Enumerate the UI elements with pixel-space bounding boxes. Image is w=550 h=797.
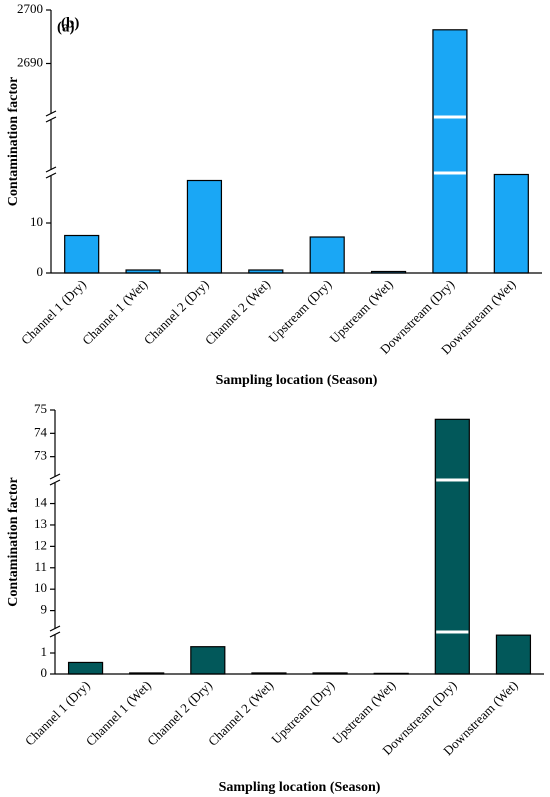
axis-break-gap <box>47 170 55 176</box>
axis-break <box>45 116 57 123</box>
x-tick-label: Channel 2 (Wet) <box>205 678 276 749</box>
bar <box>190 646 226 675</box>
y-tick-label: 74 <box>34 424 48 439</box>
bar <box>432 29 468 274</box>
x-axis-label: Sampling location (Season) <box>219 780 381 795</box>
axis-break <box>49 631 61 638</box>
bar <box>64 234 100 274</box>
y-axis-label: Contamination factor <box>6 77 21 207</box>
bar <box>434 418 470 675</box>
y-tick-label: 10 <box>34 580 47 595</box>
bar <box>186 179 223 274</box>
x-tick-label: Upstream (Wet) <box>329 678 398 747</box>
panel-label: (a) <box>57 19 75 35</box>
x-tick-label: Upstream (Wet) <box>326 277 395 346</box>
y-tick-label: 9 <box>41 602 48 617</box>
y-axis-label: Contamination factor <box>6 477 21 607</box>
y-tick-label: 0 <box>37 264 44 279</box>
axis-break <box>49 479 61 486</box>
x-tick-label: Upstream (Dry) <box>268 678 337 747</box>
panel-label: (b) <box>61 15 79 31</box>
y-tick-label: 10 <box>30 214 43 229</box>
y-tick-label: 75 <box>34 401 47 416</box>
y-tick-label: 11 <box>34 559 47 574</box>
bar <box>67 661 104 675</box>
axis-break <box>49 625 61 632</box>
x-tick-label: Channel 2 (Wet) <box>202 277 273 348</box>
y-tick-label: 14 <box>34 495 48 510</box>
y-tick-label: 73 <box>34 448 47 463</box>
axis-break <box>45 110 57 117</box>
x-axis-label: Sampling location (Season) <box>216 373 378 388</box>
y-tick-label: 13 <box>34 516 47 531</box>
y-tick-label: 0 <box>41 665 48 680</box>
y-tick-label: 2690 <box>17 54 43 69</box>
bar <box>493 173 529 274</box>
y-tick-label: 12 <box>34 537 47 552</box>
y-tick-label: 1 <box>41 644 48 659</box>
axis-break-gap <box>51 477 59 483</box>
bar <box>309 236 345 274</box>
x-tick-label: Upstream (Dry) <box>265 277 334 346</box>
bar <box>495 634 532 675</box>
y-tick-label: 2700 <box>17 1 43 16</box>
axis-break <box>45 166 57 173</box>
axis-break <box>45 172 57 179</box>
axis-break-gap <box>51 629 59 635</box>
axis-break-gap <box>47 114 55 120</box>
axis-break <box>49 473 61 480</box>
x-tick-label: Channel 1 (Wet) <box>79 277 150 348</box>
